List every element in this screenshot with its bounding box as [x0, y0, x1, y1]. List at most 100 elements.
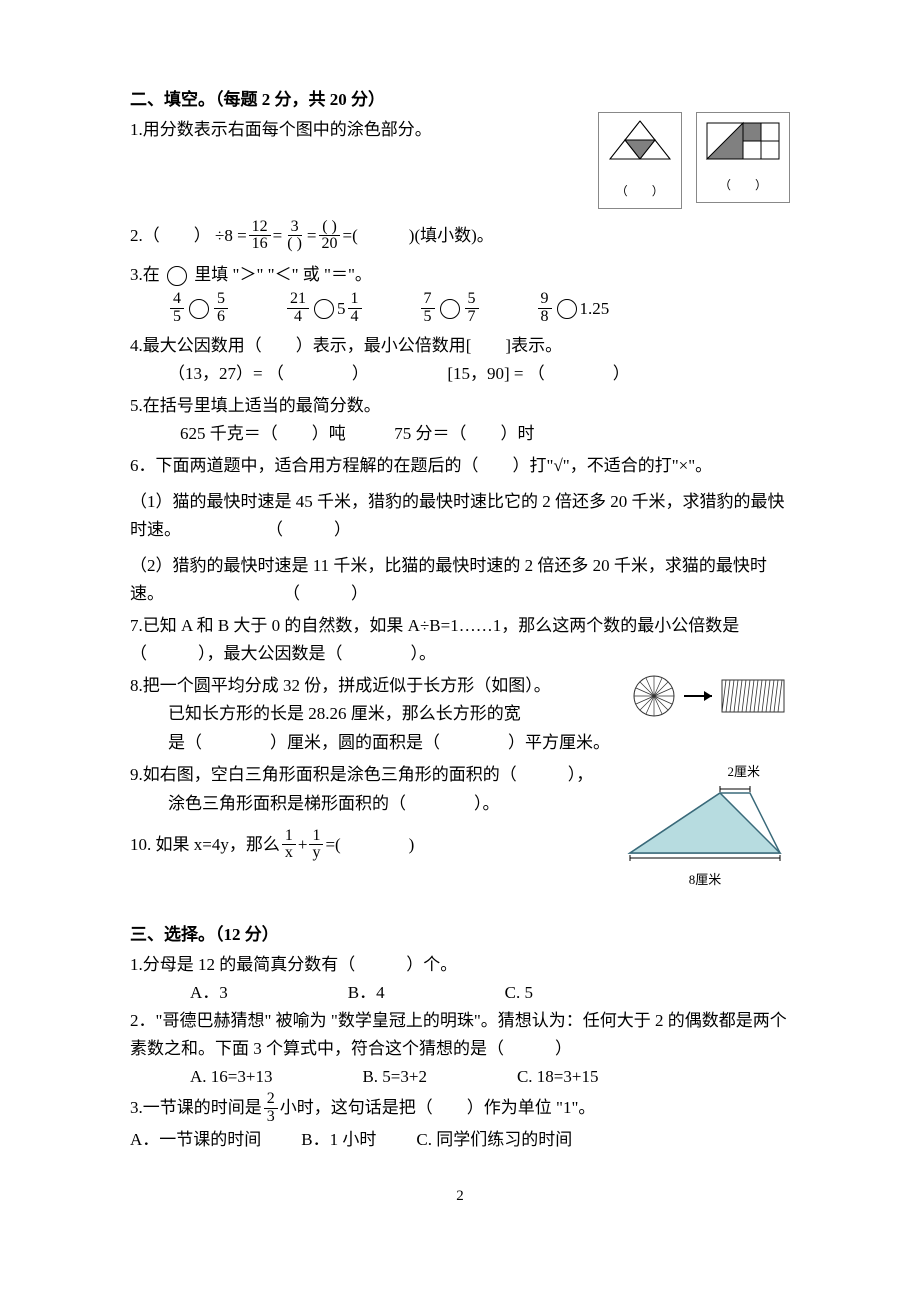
q3-line1b: 里填 "＞" "＜" 或 "＝"。: [194, 265, 372, 284]
q3-2: 2．"哥德巴赫猜想" 被喻为 "数学皇冠上的明珠"。猜想认为：任何大于 2 的偶…: [130, 1007, 790, 1063]
q1-figures: （ ） （ ）: [598, 112, 790, 209]
f-den: 5: [170, 309, 184, 326]
opt-a: A. 16=3+13: [190, 1063, 272, 1091]
f-den: 7: [465, 309, 479, 326]
q1-fig1: （ ）: [598, 112, 682, 209]
q6-p1: （1）猫的最快时速是 45 千米，猎豹的最快时速比它的 2 倍还多 20 千米，…: [130, 488, 790, 544]
q6-p2: （2）猎豹的最快时速是 11 千米，比猫的最快时速的 2 倍还多 20 千米，求…: [130, 552, 790, 608]
q2-9: 2厘米 8厘米 9.如右图，空白三角形面积是涂色三角形的面积的（ ）， 涂色三角…: [130, 761, 790, 817]
q10-fb: 1y: [309, 828, 323, 863]
circle-icon: [167, 266, 187, 286]
q4-line2: （13，27）= （ ） [15，90] = （ ）: [130, 360, 790, 388]
q9-bottom-label: 8厘米: [689, 872, 722, 887]
q2-8: 8.把一个圆平均分成 32 份，拼成近似于长方形（如图）。 已知长方形的长是 2…: [130, 672, 790, 757]
q8-figure: [630, 672, 790, 729]
f-num: 2: [264, 1091, 278, 1109]
q4-2a: （13，27）= （ ）: [168, 364, 369, 383]
f-num: 1: [348, 291, 362, 309]
q2-eq1: =: [273, 222, 283, 250]
q3-p3-b: 1.25: [580, 295, 610, 323]
opt-b: B. 5=3+2: [362, 1063, 427, 1091]
q2-7: 7.已知 A 和 B 大于 0 的自然数，如果 A÷B=1……1，那么这两个数的…: [130, 612, 790, 668]
q2-6: 6．下面两道题中，适合用方程解的在题后的（ ）打"√"，不适合的打"×"。: [130, 452, 790, 480]
q3-1: 1.分母是 12 的最简真分数有（ ）个。: [130, 951, 790, 979]
q5-2a: 625 千克＝（ ）吨: [180, 424, 346, 443]
f-num: 9: [538, 291, 552, 309]
opt-a: A．一节课的时间: [130, 1126, 261, 1154]
q2-f3-den: 20: [319, 236, 341, 253]
q10-plus: +: [298, 831, 308, 859]
q4-2b: [15，90] = （ ）: [447, 364, 629, 383]
circle-icon: [557, 299, 577, 319]
q2-f3-num: ( ): [319, 219, 340, 237]
opt-c: C. 同学们练习的时间: [416, 1126, 572, 1154]
q5-line2: 625 千克＝（ ）吨 75 分＝（ ）时: [130, 420, 790, 448]
opt-b: B．4: [348, 979, 385, 1007]
q9-top-label: 2厘米: [727, 764, 760, 779]
section2-title: 二、填空。（每题 2 分，共 20 分）: [130, 86, 790, 114]
circle-icon: [440, 299, 460, 319]
q10-fa: 1x: [282, 828, 296, 863]
f-den: y: [309, 845, 323, 862]
q2-5: 5.在括号里填上适当的最简分数。: [130, 392, 790, 420]
circle-icon: [314, 299, 334, 319]
q3-3-b: 小时，这句话是把（ ）作为单位 "1"。: [280, 1094, 596, 1122]
q3-1-opts: A．3 B．4 C. 5: [130, 979, 790, 1007]
f-num: 21: [287, 291, 309, 309]
q2-2: 2.（ ） ÷8 = 1216 = 3( ) = ( )20 =( ) (填小数…: [130, 219, 790, 254]
q1-fig2-label: （ ）: [719, 178, 767, 192]
q8-line3: 是（ ）厘米，圆的面积是（ ）平方厘米。: [130, 729, 790, 757]
q3-pair-3: 98 1.25: [536, 291, 610, 326]
f-den: 4: [348, 309, 362, 326]
f-den: 4: [291, 309, 305, 326]
q2-eq2: =: [307, 222, 317, 250]
opt-c: C. 5: [505, 979, 533, 1007]
f-den: 8: [538, 309, 552, 326]
q1-text: 1.用分数表示右面每个图中的涂色部分。: [130, 120, 432, 139]
f-num: 4: [170, 291, 184, 309]
opt-a: A．3: [190, 979, 228, 1007]
q2-f1: 1216: [249, 219, 271, 254]
f-den: 3: [264, 1109, 278, 1126]
q2-prefix: 2.（ ） ÷8 =: [130, 222, 247, 250]
f-den: 6: [214, 309, 228, 326]
circle-icon: [189, 299, 209, 319]
q3-3: 3.一节课的时间是 23 小时，这句话是把（ ）作为单位 "1"。: [130, 1091, 790, 1126]
q2-3: 3.在 里填 "＞" "＜" 或 "＝"。: [130, 261, 790, 289]
f-num: 5: [465, 291, 479, 309]
q2-10: 10. 如果 x=4y，那么 1x + 1y =( ): [130, 828, 612, 863]
q2-f2-num: 3: [288, 219, 302, 237]
q2-f3: ( )20: [319, 219, 341, 254]
opt-b: B．1 小时: [301, 1126, 376, 1154]
q2-f1-num: 12: [249, 219, 271, 237]
q2-1: （ ） （ ） 1.用分数表示右面每个图中的涂色部分。: [130, 116, 790, 144]
q2-eq3: =( ): [343, 222, 415, 250]
q9-figure: 2厘米 8厘米: [620, 761, 790, 890]
q3-2-opts: A. 16=3+13 B. 5=3+2 C. 18=3+15: [130, 1063, 790, 1091]
f-num: 5: [214, 291, 228, 309]
q10-prefix: 10. 如果 x=4y，那么: [130, 831, 280, 859]
q3-pairs: 45 56 214 5 14 75 57 98 1.25: [130, 291, 790, 326]
q3-pair-2: 75 57: [419, 291, 481, 326]
q3-3-a: 3.一节课的时间是: [130, 1094, 262, 1122]
q2-f2-den: ( ): [284, 236, 305, 253]
q3-pair-1: 214 5 14: [285, 291, 364, 326]
q3-line1: 3.在: [130, 265, 160, 284]
f-num: 1: [282, 828, 296, 846]
f-den: x: [282, 845, 296, 862]
f-num: 1: [309, 828, 323, 846]
section3-title: 三、选择。（12 分）: [130, 921, 790, 949]
f-den: 5: [421, 309, 435, 326]
f-num: 7: [421, 291, 435, 309]
q3-mid: 5: [337, 295, 346, 323]
page-number: 2: [130, 1184, 790, 1209]
q3-3-opts: A．一节课的时间 B．1 小时 C. 同学们练习的时间: [130, 1126, 790, 1154]
q3-pair-0: 45 56: [168, 291, 230, 326]
q1-fig1-label: （ ）: [616, 184, 664, 198]
q10-suffix: =( ): [325, 831, 414, 859]
q1-fig2: （ ）: [696, 112, 790, 203]
q2-suffix: (填小数)。: [414, 222, 493, 250]
q2-f2: 3( ): [284, 219, 305, 254]
opt-c: C. 18=3+15: [517, 1063, 599, 1091]
q5-2b: 75 分＝（ ）时: [394, 424, 534, 443]
